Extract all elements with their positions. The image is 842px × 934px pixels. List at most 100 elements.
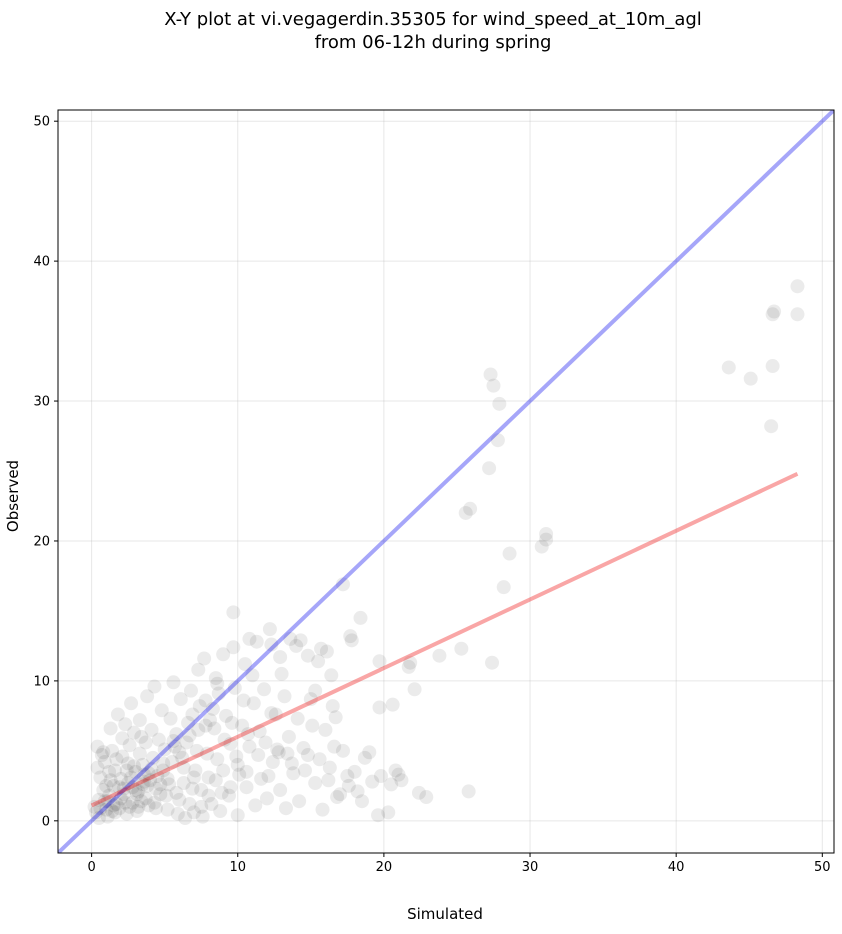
scatter-point [224,715,239,730]
scatter-point [432,648,447,663]
scatter-point [124,696,139,711]
scatter-point [198,693,213,708]
scatter-point [322,760,337,775]
scatter-point [106,778,121,793]
scatter-point [144,762,159,777]
scatter-point [340,769,355,784]
y-tick-label: 40 [33,255,50,270]
scatter-point [217,732,232,747]
scatter-point [289,638,304,653]
scatter-point [765,307,780,322]
scatter-point [242,631,257,646]
scatter-point [293,633,308,648]
scatter-point [172,792,187,807]
scatter-point [764,419,779,434]
scatter-point [99,802,114,817]
scatter-point [109,752,124,767]
scatter-point [134,729,149,744]
scatter-point [113,771,128,786]
scatter-point [97,755,112,770]
scatter-point [191,662,206,677]
scatter-point [204,797,219,812]
scatter-point [164,755,179,770]
y-tick-label: 0 [42,814,50,829]
scatter-point [767,304,782,319]
scatter-point [195,809,210,824]
scatter-point [335,577,350,592]
x-tick-label: 30 [522,860,539,875]
scatter-point [106,798,121,813]
scatter-point [264,637,279,652]
scatter-point [419,790,434,805]
scatter-point [252,724,267,739]
scatter-point [208,671,223,686]
scatter-point [179,735,194,750]
scatter-point [141,766,156,781]
scatter-point [305,718,320,733]
scatter-point [353,610,368,625]
scatter-point [126,725,141,740]
scatter-point [194,799,209,814]
scatter-point [292,794,307,809]
scatter-point [496,580,511,595]
scatter-point [140,689,155,704]
scatter-point [186,770,201,785]
scatter-point [178,811,193,826]
scatter-point [166,734,181,749]
scatter-point [344,633,359,648]
scatter-point [147,679,162,694]
scatter-point [102,764,117,779]
scatter-point [362,745,377,760]
scatter-point [93,801,108,816]
scatter-point [384,777,399,792]
scatter-point [125,795,140,810]
scatter-point [721,360,736,375]
scatter-point [274,666,289,681]
scatter-point [303,692,318,707]
scatter-point [454,641,469,656]
scatter-point [131,784,146,799]
scatter-point [112,801,127,816]
scatter-point [278,801,293,816]
scatter-point [151,732,166,747]
scatter-point [262,622,277,637]
scatter-point [327,739,342,754]
scatter-point [141,798,156,813]
scatter-point [109,797,124,812]
scatter-points [87,279,805,826]
scatter-point [94,748,109,763]
scatter-point [328,710,343,725]
scatter-point [162,777,177,792]
scatter-point [350,784,365,799]
scatter-point [325,699,340,714]
scatter-point [125,780,140,795]
scatter-point [135,777,150,792]
scatter-point [115,731,130,746]
x-tick-label: 0 [87,860,95,875]
scatter-point [341,778,356,793]
scatter-point [273,650,288,665]
scatter-point [118,717,133,732]
scatter-point [137,767,152,782]
scatter-point [308,683,323,698]
scatter-point [335,743,350,758]
scatter-point [198,718,213,733]
scatter-point [257,682,272,697]
scatter-point [160,771,175,786]
scatter-point [211,686,226,701]
scatter-point [147,795,162,810]
scatter-point [216,647,231,662]
scatter-point [227,680,242,695]
scatter-point [163,711,178,726]
scatter-point [407,682,422,697]
scatter-point [347,764,362,779]
scatter-point [140,778,155,793]
y-tick-label: 30 [33,395,50,410]
scatter-point [539,532,554,547]
scatter-point [169,785,184,800]
scatter-point [229,749,244,764]
one-to-one-line [58,110,834,853]
y-tick-label: 50 [33,115,50,130]
scatter-point [330,790,345,805]
scatter-point [242,739,257,754]
